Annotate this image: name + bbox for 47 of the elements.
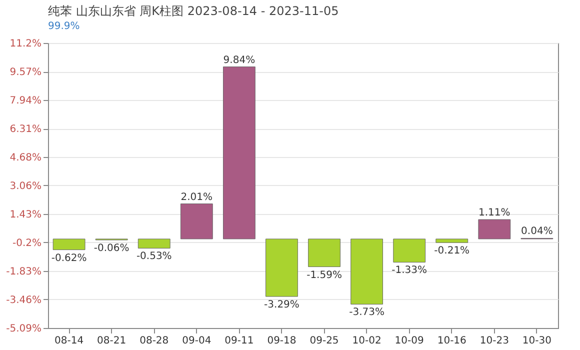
bar bbox=[393, 238, 426, 262]
data-label: -0.06% bbox=[94, 243, 130, 254]
y-tick-label: 7.94% bbox=[10, 96, 42, 107]
x-tick-label: 10-02 bbox=[352, 336, 382, 346]
bar bbox=[180, 204, 213, 240]
data-label: -0.62% bbox=[51, 252, 87, 264]
data-label: -1.33% bbox=[392, 265, 428, 276]
bar bbox=[478, 219, 511, 240]
x-tick-label: 09-25 bbox=[310, 336, 339, 346]
data-label: -3.73% bbox=[349, 307, 384, 318]
bar bbox=[308, 238, 340, 268]
x-tick-label: 08-28 bbox=[140, 336, 169, 346]
bar bbox=[138, 238, 170, 248]
data-label: -3.29% bbox=[264, 300, 300, 311]
y-tick-label: 9.57% bbox=[10, 67, 42, 78]
y-tick-label: -0.2% bbox=[12, 238, 42, 249]
bar bbox=[222, 66, 256, 240]
x-tick-label: 09-11 bbox=[224, 336, 254, 346]
data-label: 2.01% bbox=[180, 192, 213, 203]
bar bbox=[436, 238, 468, 243]
data-label: 1.11% bbox=[478, 208, 510, 219]
x-tick-label: 10-09 bbox=[394, 336, 424, 346]
chart-subtitle: 99.9% bbox=[48, 21, 80, 32]
x-tick-label: 09-04 bbox=[182, 336, 212, 346]
x-tick-label: 10-16 bbox=[437, 336, 466, 346]
data-label: -0.53% bbox=[136, 251, 172, 262]
x-tick-label: 08-14 bbox=[54, 336, 84, 346]
x-tick-label: 09-18 bbox=[267, 336, 296, 346]
y-tick-label: -5.09% bbox=[6, 324, 42, 334]
y-tick-label: 4.68% bbox=[10, 152, 42, 164]
y-tick-label: 1.43% bbox=[10, 209, 42, 220]
bar bbox=[266, 238, 298, 297]
y-tick-label: -1.83% bbox=[6, 266, 42, 278]
chart-title: 纯苯 山东山东省 周K柱图 2023-08-14 - 2023-11-05 bbox=[48, 4, 339, 18]
bar bbox=[52, 238, 86, 250]
bar bbox=[350, 238, 384, 304]
y-tick-label: -3.46% bbox=[6, 294, 42, 306]
data-label: 0.04% bbox=[521, 226, 553, 238]
y-tick-label: 11.2% bbox=[10, 38, 42, 50]
y-tick-label: 6.31% bbox=[10, 124, 42, 136]
data-label: -1.59% bbox=[306, 270, 342, 281]
data-label: -0.21% bbox=[434, 246, 470, 257]
x-tick-label: 10-30 bbox=[522, 336, 552, 346]
x-tick-label: 10-23 bbox=[480, 336, 509, 346]
data-label: 9.84% bbox=[223, 54, 256, 66]
x-tick-label: 08-21 bbox=[97, 336, 126, 346]
y-tick-label: 3.06% bbox=[10, 180, 42, 192]
